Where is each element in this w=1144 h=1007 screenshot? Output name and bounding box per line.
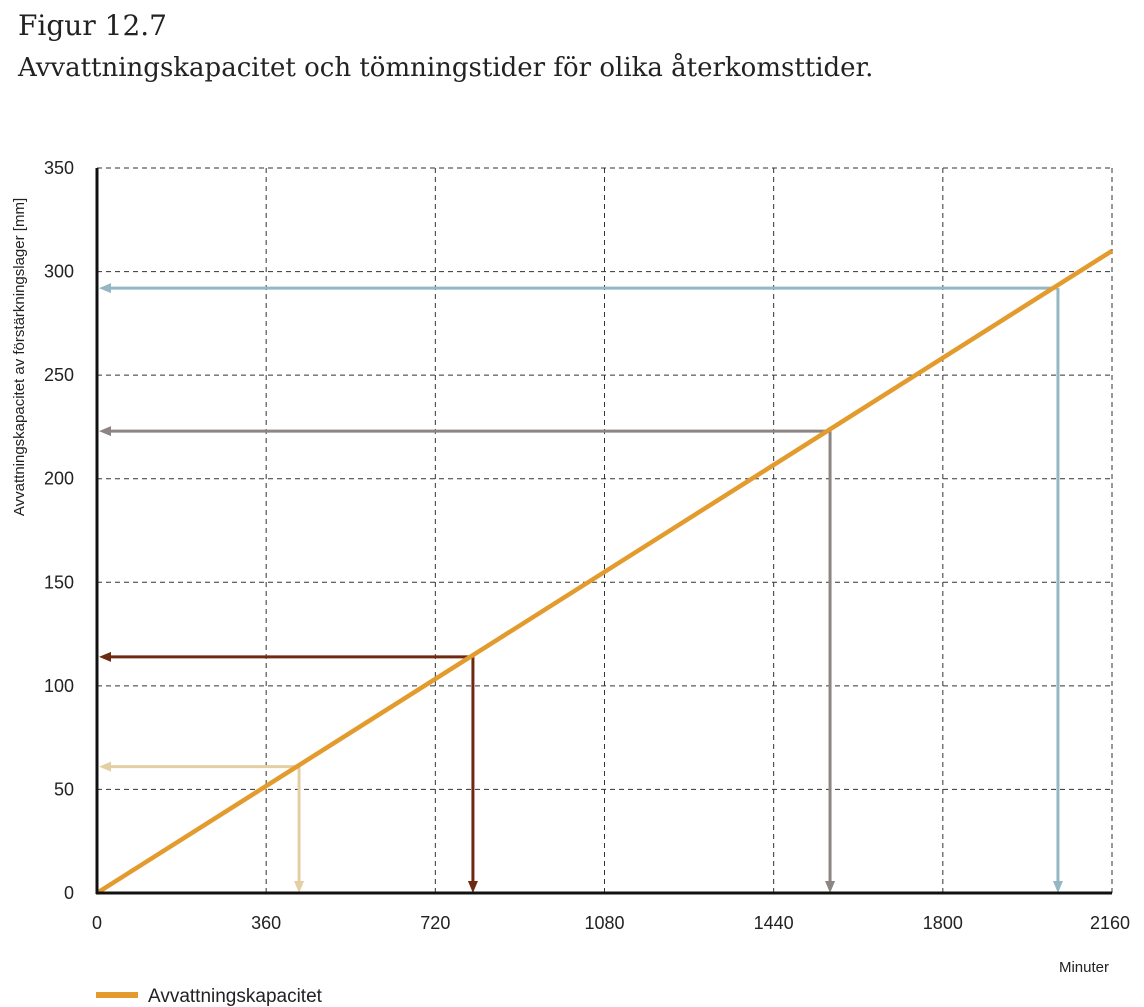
- y-tick-label: 50: [54, 779, 74, 799]
- y-tick-label: 150: [44, 572, 74, 592]
- x-tick-label: 1440: [754, 913, 794, 933]
- y-tick-label: 200: [44, 469, 74, 489]
- y-axis-title: Avvattningskapacitet av förstärkningslag…: [11, 198, 28, 516]
- axes: [95, 168, 1112, 895]
- series-layer: [95, 248, 1114, 895]
- y-tick-label: 0: [64, 883, 74, 903]
- y-tick-label: 250: [44, 365, 74, 385]
- tick-labels: 0 50 100 150 200 250 300 350 0 360 720 1080 1440 1800…: [44, 158, 1130, 933]
- x-axis-title: Minuter: [1059, 959, 1109, 976]
- guide-arrowhead-left: [99, 283, 111, 294]
- y-tick-label: 300: [44, 262, 74, 282]
- y-tick-label: 350: [44, 158, 74, 178]
- guide-arrowhead-left: [99, 426, 111, 437]
- x-tick-label: 2160: [1090, 913, 1130, 933]
- guide-arrowhead-left: [99, 761, 111, 772]
- y-tick-label: 100: [44, 676, 74, 696]
- guide-arrowhead-left: [99, 651, 111, 662]
- series-line-avvattningskapacitet: [95, 248, 1114, 895]
- guide-arrowhead-down: [467, 881, 478, 893]
- legend: Avvattningskapacitet: [96, 986, 323, 1007]
- x-tick-label: 0: [92, 913, 102, 933]
- grid: [97, 167, 1113, 893]
- guide-arrowhead-down: [825, 881, 836, 893]
- legend-label: Avvattningskapacitet: [148, 986, 323, 1007]
- guide-arrows: [99, 283, 1063, 893]
- x-tick-label: 720: [420, 913, 450, 933]
- guide-arrowhead-down: [1052, 881, 1063, 893]
- guide-arrowhead-down: [294, 881, 305, 893]
- x-tick-label: 1800: [923, 913, 963, 933]
- x-tick-label: 360: [251, 913, 281, 933]
- x-tick-label: 1080: [584, 913, 624, 933]
- figure-title: Avvattningskapacitet och tömningstider f…: [18, 53, 874, 83]
- figure-number: Figur 12.7: [18, 9, 167, 42]
